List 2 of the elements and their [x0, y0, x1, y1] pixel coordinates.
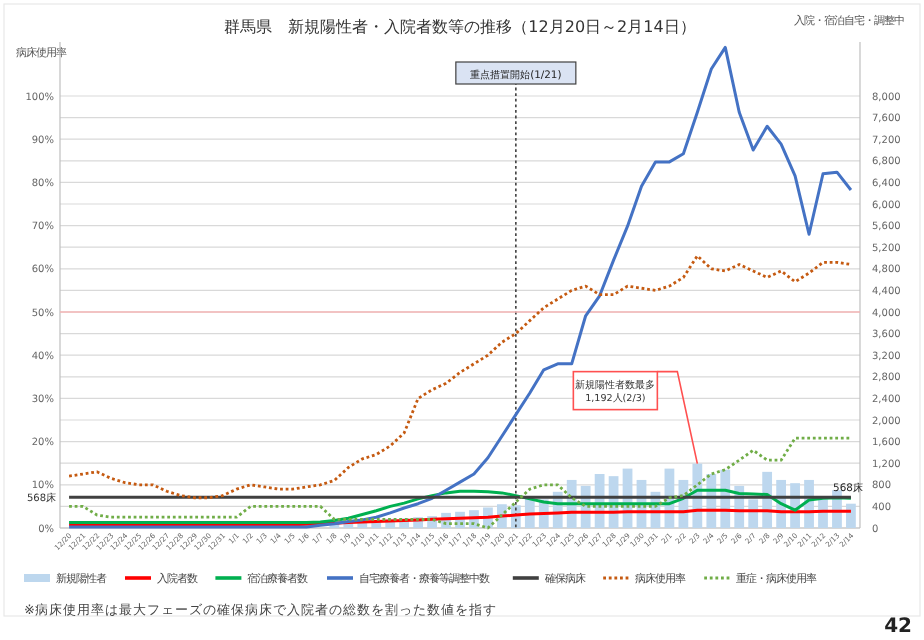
text: 42 — [884, 616, 913, 638]
chart-title: 群馬県 新規陽性者・入院者数等の推移（12月20日～2月14日） — [224, 18, 696, 36]
